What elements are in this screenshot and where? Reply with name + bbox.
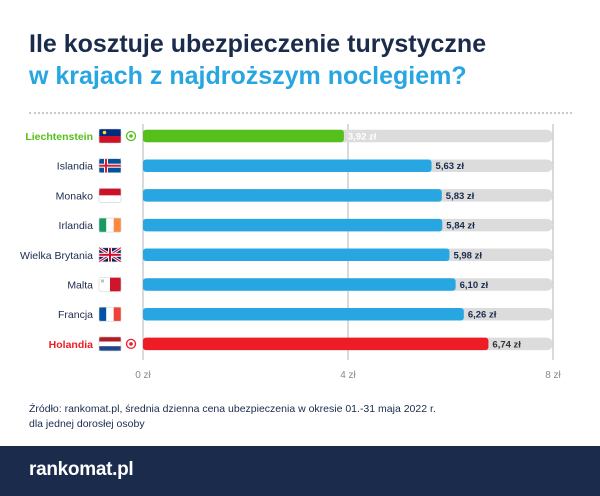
- bar-row: Wielka Brytania 5,98 zł: [20, 246, 553, 264]
- source-line-1: Źródło: rankomat.pl, średnia dzienna cen…: [29, 403, 436, 415]
- bar-row: Islandia 5,63 zł: [57, 158, 553, 173]
- flag-uk-icon: [98, 246, 122, 264]
- bar: [143, 159, 432, 172]
- bar-row: Liechtenstein 3,92 zł: [25, 128, 553, 144]
- value-label: 6,10 zł: [460, 280, 489, 291]
- value-label: 5,98 zł: [453, 250, 482, 261]
- value-label: 5,63 zł: [436, 161, 465, 172]
- flag-netherlands-icon: [98, 336, 122, 352]
- flag-monaco-icon: [98, 188, 122, 203]
- flag-iceland-icon: [98, 158, 122, 173]
- category-label: Malta: [67, 280, 93, 292]
- bar-row: Malta 6,10 zł: [67, 277, 553, 292]
- bar: [143, 337, 489, 351]
- x-tick-label: 0 zł: [135, 370, 151, 381]
- chart-title: Ile kosztuje ubezpieczenie turystyczne w…: [29, 28, 486, 92]
- source-line-2: dla jednej dorosłej osoby: [29, 418, 145, 430]
- bar: [143, 278, 456, 291]
- flag-malta-icon: [98, 277, 122, 292]
- bar: [143, 218, 443, 232]
- category-label: Islandia: [57, 161, 93, 173]
- value-label: 5,84 zł: [446, 221, 475, 232]
- bar-row: Francja 6,26 zł: [58, 306, 553, 322]
- x-tick-label: 4 zł: [340, 370, 356, 381]
- footer-bar: rankomat.pl: [0, 446, 600, 496]
- bar-row: Monako 5,83 zł: [56, 188, 553, 203]
- bar: [143, 129, 344, 143]
- value-label: 5,83 zł: [446, 191, 475, 202]
- bar-row: Holandia 6,74 zł: [49, 336, 553, 352]
- bar-chart: 0 zł 4 zł 8 zł Liechtenstein 3,92 zł Islandia…: [20, 124, 562, 381]
- x-tick-label: 8 zł: [545, 370, 561, 381]
- value-label: 6,74 zł: [492, 339, 521, 350]
- category-label: Irlandia: [59, 220, 94, 232]
- bar: [143, 248, 450, 262]
- bar-row: Irlandia 5,84 zł: [59, 217, 553, 233]
- value-label: 6,26 zł: [468, 310, 497, 321]
- bar: [143, 307, 464, 321]
- rankomat-logo[interactable]: rankomat.pl: [29, 459, 134, 480]
- category-label: Monako: [56, 190, 94, 202]
- flag-france-icon: [98, 306, 122, 322]
- category-label: Liechtenstein: [25, 131, 93, 143]
- chart-title-line2: w krajach z najdroższym noclegiem?: [29, 62, 467, 90]
- flag-ireland-icon: [98, 217, 122, 233]
- category-label: Francja: [58, 309, 93, 321]
- source-note: Źródło: rankomat.pl, średnia dzienna cen…: [29, 402, 436, 432]
- value-label: 3,92 zł: [348, 132, 377, 143]
- chart-title-line1: Ile kosztuje ubezpieczenie turystyczne: [29, 30, 487, 58]
- bar: [143, 189, 442, 202]
- category-label: Holandia: [49, 339, 93, 351]
- category-label: Wielka Brytania: [20, 250, 93, 262]
- title-divider: [29, 112, 572, 114]
- flag-liechtenstein-icon: [98, 128, 122, 144]
